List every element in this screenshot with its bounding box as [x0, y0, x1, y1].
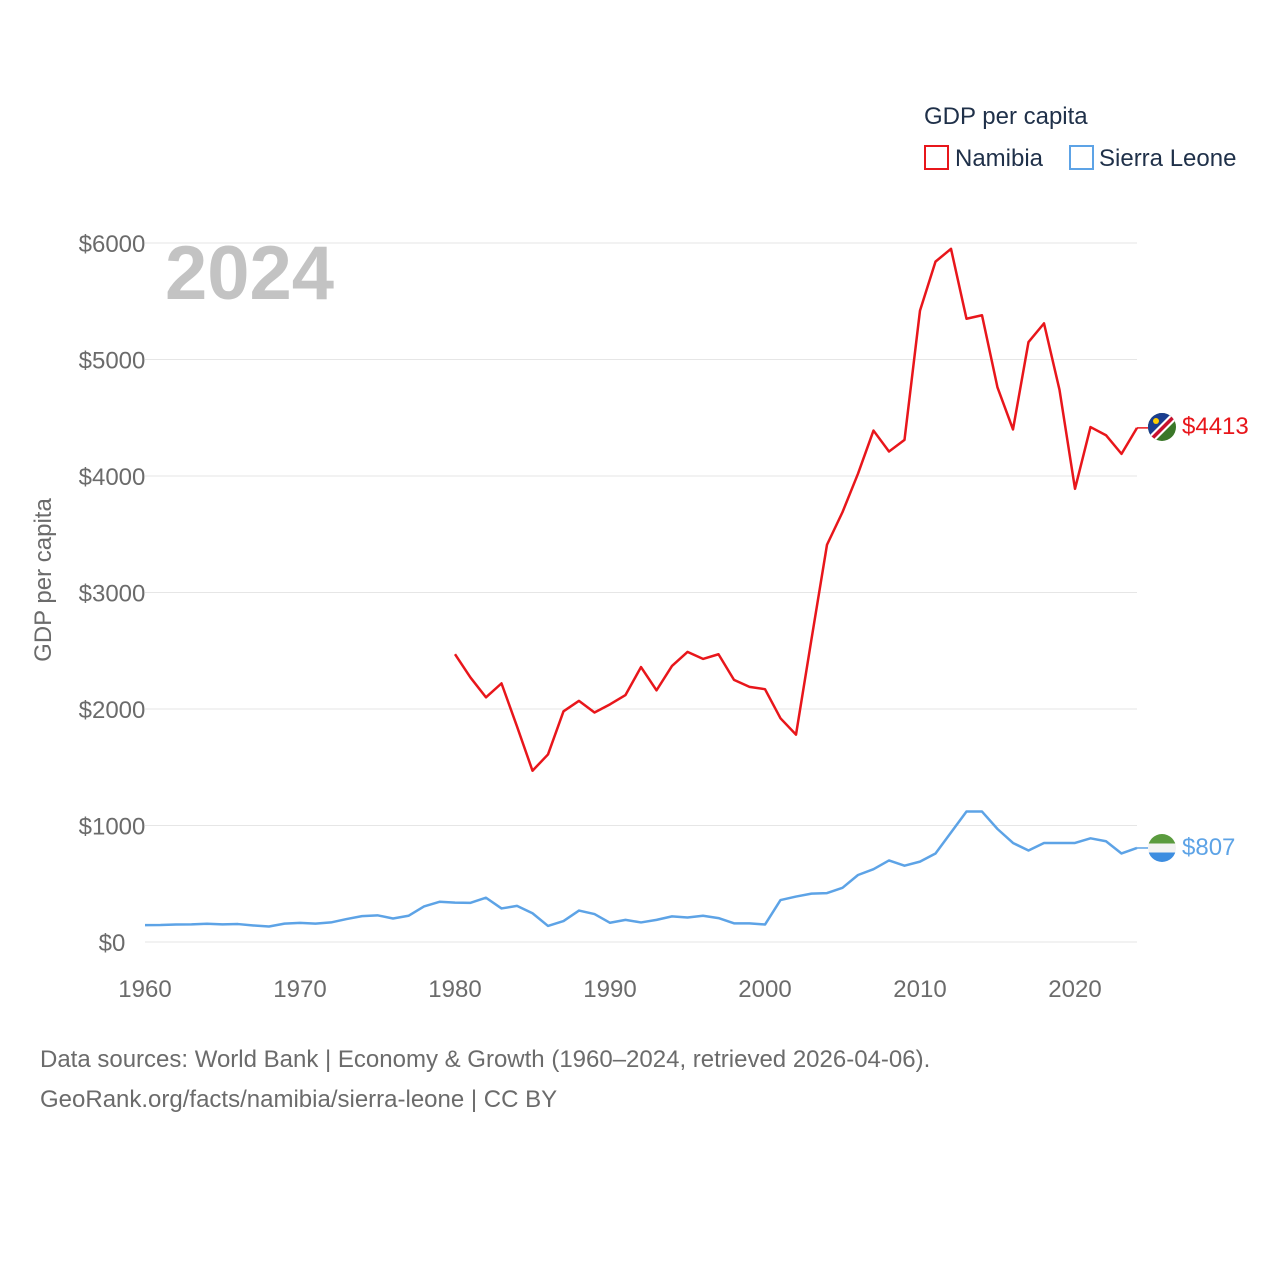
namibia-flag-icon [1148, 413, 1176, 441]
end-marker-namibia: $4413 [1137, 413, 1249, 441]
year-watermark: 2024 [165, 231, 334, 316]
y-axis-ticks: $0 $1000 $2000 $3000 $4000 $5000 $6000 [79, 231, 146, 957]
y-tick-label: $2000 [79, 697, 146, 724]
x-tick-label: 1980 [428, 976, 481, 1003]
x-axis-ticks: 1960 1970 1980 1990 2000 2010 2020 [118, 976, 1101, 1003]
y-tick-label: $6000 [79, 231, 146, 258]
y-tick-label: $5000 [79, 348, 146, 375]
sierra-leone-flag-icon [1148, 834, 1176, 862]
x-tick-label: 1970 [273, 976, 326, 1003]
source-url-line[interactable]: GeoRank.org/facts/namibia/sierra-leone |… [40, 1086, 558, 1113]
y-axis-label: GDP per capita [30, 498, 57, 662]
series-line-namibia[interactable] [453, 247, 1139, 772]
x-tick-label: 2000 [738, 976, 791, 1003]
legend-swatch-sierra-leone[interactable] [1069, 145, 1094, 170]
legend-label-namibia[interactable]: Namibia [955, 145, 1044, 172]
legend-label-sierra-leone[interactable]: Sierra Leone [1099, 145, 1236, 172]
y-tick-label: $4000 [79, 464, 146, 491]
data-sources-line: Data sources: World Bank | Economy & Gro… [40, 1046, 931, 1073]
legend-title: GDP per capita [924, 103, 1088, 130]
series-line-sierra-leone[interactable] [144, 810, 1138, 928]
legend: GDP per capita Namibia Sierra Leone [924, 103, 1236, 172]
gdp-line-chart: $0 $1000 $2000 $3000 $4000 $5000 $6000 1960 197… [30, 103, 1249, 1003]
end-marker-sierra-leone: $807 [1137, 834, 1235, 862]
end-value-namibia: $4413 [1182, 413, 1249, 440]
x-tick-label: 2010 [893, 976, 946, 1003]
x-tick-label: 1990 [583, 976, 636, 1003]
y-tick-label: $0 [99, 930, 126, 957]
legend-swatch-namibia[interactable] [924, 145, 949, 170]
gridlines [145, 242, 1137, 943]
y-tick-label: $1000 [79, 814, 146, 841]
end-value-sierra-leone: $807 [1182, 834, 1235, 861]
y-tick-label: $3000 [79, 581, 146, 608]
x-tick-label: 2020 [1048, 976, 1101, 1003]
footer: Data sources: World Bank | Economy & Gro… [40, 1040, 930, 1120]
series-lines [144, 247, 1139, 928]
x-tick-label: 1960 [118, 976, 171, 1003]
